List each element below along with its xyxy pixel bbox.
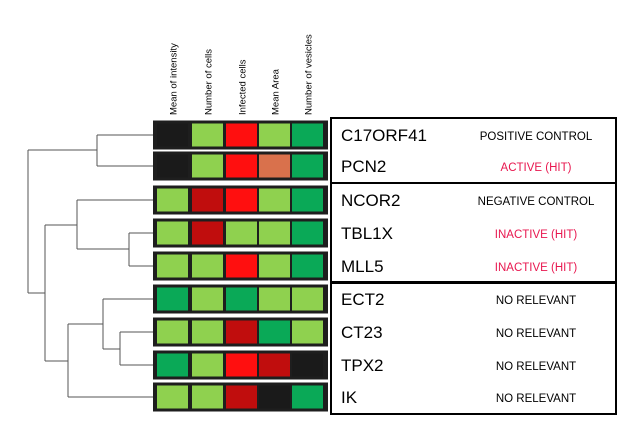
gene-label: TBL1X: [341, 224, 393, 243]
heatmap-cell: [157, 188, 188, 212]
heatmap-cell: [259, 154, 290, 178]
heatmap-cell: [192, 154, 223, 178]
heatmap-cell: [292, 254, 323, 278]
status-label: NO RELEVANT: [496, 295, 576, 307]
status-label: NO RELEVANT: [496, 361, 576, 373]
heatmap-cell: [226, 385, 257, 409]
status-label: POSITIVE CONTROL: [480, 131, 593, 143]
no-relevant-group: [330, 281, 617, 415]
heatmap-cell: [259, 320, 290, 344]
heatmap-cell: [192, 385, 223, 409]
heatmap-cell: [157, 385, 188, 409]
heatmap-cell: [292, 221, 323, 245]
label-groups: [330, 117, 617, 415]
status-label: NO RELEVANT: [496, 393, 576, 405]
heatmap-cell: [192, 188, 223, 212]
heatmap-cell: [157, 254, 188, 278]
heatmap-cell: [192, 287, 223, 311]
heatmap-row: [153, 284, 328, 314]
status-label: NEGATIVE CONTROL: [478, 196, 595, 208]
heatmap-cell: [226, 287, 257, 311]
gene-label: MLL5: [341, 257, 384, 276]
heatmap-cell: [292, 353, 323, 377]
heatmap-row: [153, 120, 328, 150]
gene-label: ECT2: [341, 290, 384, 309]
heatmap-cell: [259, 123, 290, 147]
dendrogram: [27, 134, 153, 398]
heatmap-cell: [292, 287, 323, 311]
column-header: Number of vesicles: [304, 34, 315, 115]
heatmap-cell: [292, 385, 323, 409]
heatmap-cell: [259, 188, 290, 212]
status-label: INACTIVE (HIT): [495, 229, 578, 241]
heatmap-cell: [157, 353, 188, 377]
column-header: Mean Area: [271, 68, 282, 115]
heatmap-cell: [157, 154, 188, 178]
heatmap-cell: [226, 254, 257, 278]
gene-label: NCOR2: [341, 191, 401, 210]
heatmap-cells: [153, 120, 328, 412]
gene-label: IK: [341, 388, 358, 407]
heatmap-cell: [226, 123, 257, 147]
column-headers: Mean of intensity Number of cells Infected…: [169, 34, 315, 115]
heatmap-cell: [292, 123, 323, 147]
heatmap-cell: [292, 188, 323, 212]
status-label: ACTIVE (HIT): [501, 162, 572, 174]
heatmap-cell: [292, 320, 323, 344]
heatmap-row: [153, 382, 328, 412]
heatmap-cell: [259, 254, 290, 278]
heatmap-cell: [226, 188, 257, 212]
heatmap-cell: [259, 353, 290, 377]
gene-label: PCN2: [341, 157, 386, 176]
column-header: Mean of intensity: [169, 43, 180, 115]
heatmap-cell: [226, 320, 257, 344]
heatmap-cell: [157, 221, 188, 245]
heatmap-cell: [192, 254, 223, 278]
heatmap-cell: [157, 320, 188, 344]
heatmap-row: [153, 317, 328, 347]
heatmap-cell: [226, 353, 257, 377]
heatmap-row: [153, 185, 328, 215]
heatmap-cell: [192, 221, 223, 245]
heatmap-cell: [226, 221, 257, 245]
status-label: NO RELEVANT: [496, 328, 576, 340]
heatmap-cell: [157, 123, 188, 147]
row-labels: C17ORF41 POSITIVE CONTROL PCN2 ACTIVE (HIT)…: [341, 126, 595, 407]
heatmap-row: [153, 151, 328, 181]
gene-label: C17ORF41: [341, 126, 427, 145]
heatmap-cell: [259, 385, 290, 409]
column-header: Number of cells: [204, 49, 215, 115]
heatmap-cell: [259, 287, 290, 311]
gene-label: TPX2: [341, 356, 384, 375]
heatmap-cell: [192, 320, 223, 344]
heatmap-row: [153, 350, 328, 380]
heatmap-cell: [226, 154, 257, 178]
heatmap-row: [153, 218, 328, 248]
heatmap-cell: [192, 123, 223, 147]
column-header: Infected cells: [238, 59, 249, 115]
heatmap-cell: [192, 353, 223, 377]
heatmap-cell: [157, 287, 188, 311]
heatmap-cell: [292, 154, 323, 178]
gene-label: CT23: [341, 323, 383, 342]
heatmap-row: [153, 251, 328, 281]
status-label: INACTIVE (HIT): [495, 262, 578, 274]
heatmap-cell: [259, 221, 290, 245]
